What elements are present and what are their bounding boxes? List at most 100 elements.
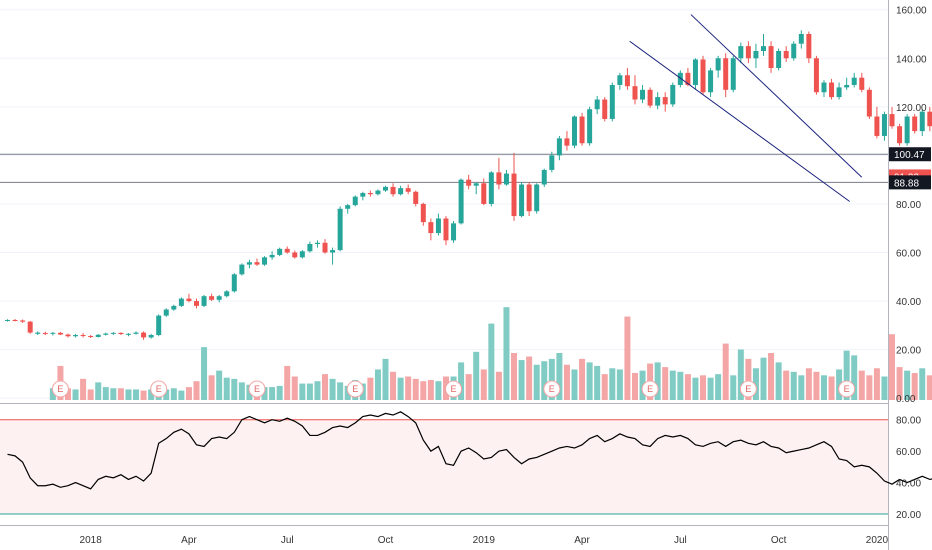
volume-bar bbox=[662, 367, 669, 400]
channel-lower-line[interactable] bbox=[629, 40, 850, 202]
earnings-marker[interactable]: E bbox=[150, 380, 168, 398]
candle-body bbox=[337, 208, 343, 251]
earnings-marker[interactable]: E bbox=[543, 380, 561, 398]
earnings-marker[interactable]: E bbox=[51, 380, 69, 398]
candle bbox=[156, 314, 162, 337]
volume-bar bbox=[284, 365, 291, 400]
candle bbox=[50, 332, 56, 336]
trend-channel[interactable] bbox=[629, 14, 863, 202]
candle-body bbox=[194, 301, 199, 306]
volume-bar bbox=[919, 368, 926, 400]
volume-bar bbox=[579, 358, 586, 400]
rsi-axis[interactable]: 80.00 60.00 40.00 20.00 bbox=[896, 416, 921, 521]
earnings-marker-label: E bbox=[451, 384, 457, 394]
earnings-marker-label: E bbox=[254, 384, 260, 394]
rsi-pane[interactable] bbox=[0, 411, 932, 515]
volume-bar bbox=[889, 334, 896, 400]
earnings-marker[interactable]: E bbox=[838, 380, 856, 398]
rsi-band bbox=[0, 419, 888, 514]
price-pane[interactable]: EEEEEEEEEE bbox=[0, 9, 932, 400]
earnings-marker[interactable]: E bbox=[346, 380, 364, 398]
candle-body bbox=[534, 184, 540, 212]
earnings-marker-circle bbox=[641, 380, 659, 398]
time-axis[interactable]: 2018 Apr Jul Oct 2019 Apr Jul Oct 2020 bbox=[80, 535, 889, 546]
volume-bar bbox=[344, 385, 351, 400]
candle-body bbox=[912, 116, 918, 132]
candle bbox=[556, 135, 562, 161]
earnings-marker-label: E bbox=[844, 384, 850, 394]
candle bbox=[80, 333, 86, 338]
candle bbox=[738, 42, 744, 64]
candle bbox=[95, 334, 101, 338]
horizontal-lines[interactable] bbox=[0, 153, 888, 183]
earnings-marker[interactable]: E bbox=[248, 380, 266, 398]
volume-bar bbox=[571, 369, 578, 400]
candle-body bbox=[110, 332, 116, 334]
candle-body bbox=[156, 315, 162, 336]
candle-body bbox=[632, 86, 638, 100]
candle-body bbox=[692, 59, 698, 85]
candle bbox=[753, 43, 759, 68]
candle bbox=[594, 95, 600, 115]
volume-bar bbox=[518, 360, 525, 400]
rsi-tick-label: 20.00 bbox=[896, 510, 921, 521]
candle bbox=[617, 72, 623, 90]
candle bbox=[655, 92, 661, 110]
candle-body bbox=[609, 84, 615, 119]
candle-body bbox=[851, 77, 857, 85]
volume-bar bbox=[435, 381, 442, 400]
candle bbox=[398, 185, 404, 196]
candle-body bbox=[269, 254, 275, 258]
volume-bar bbox=[805, 368, 812, 400]
candle-body bbox=[375, 190, 381, 195]
candle bbox=[171, 304, 177, 311]
time-tick-label: Oct bbox=[378, 535, 394, 546]
price-axis[interactable]: 160.00140.00120.00100.0080.0060.0040.002… bbox=[896, 6, 927, 405]
candle-body bbox=[428, 222, 434, 234]
candle bbox=[337, 206, 343, 252]
candle-body bbox=[496, 172, 502, 185]
earnings-markers[interactable]: EEEEEEEEEE bbox=[51, 380, 932, 398]
earnings-marker-circle bbox=[838, 380, 856, 398]
volume-bar bbox=[926, 375, 932, 400]
candle bbox=[851, 72, 857, 88]
channel-upper-line[interactable] bbox=[690, 14, 863, 178]
hline-price-tag: 100.47 bbox=[889, 147, 931, 162]
volume-bar bbox=[102, 387, 109, 400]
volume-bar bbox=[745, 358, 752, 400]
candle-body bbox=[655, 97, 661, 106]
volume-bar bbox=[851, 355, 858, 400]
candle-body bbox=[284, 248, 290, 253]
candle-body bbox=[65, 334, 71, 337]
candle-body bbox=[519, 184, 525, 217]
candle bbox=[194, 298, 199, 309]
earnings-marker[interactable]: E bbox=[641, 380, 659, 398]
candle bbox=[866, 87, 872, 119]
volume-bar bbox=[337, 382, 344, 400]
rsi-line bbox=[7, 411, 932, 490]
candle bbox=[534, 183, 540, 214]
candle-body bbox=[776, 50, 782, 68]
candle bbox=[541, 168, 547, 187]
volume-bar bbox=[306, 383, 313, 400]
earnings-marker[interactable]: E bbox=[445, 380, 463, 398]
candle-body bbox=[50, 332, 56, 334]
candle-body bbox=[420, 203, 426, 223]
earnings-marker-circle bbox=[248, 380, 266, 398]
rsi-tick-label: 40.00 bbox=[896, 479, 921, 490]
volume-bar bbox=[465, 374, 472, 400]
earnings-marker[interactable]: E bbox=[739, 380, 757, 398]
candle bbox=[209, 293, 215, 302]
volume-bar bbox=[881, 376, 888, 400]
candle bbox=[708, 67, 714, 98]
candle bbox=[246, 259, 252, 269]
candle bbox=[640, 84, 646, 104]
volume-bar bbox=[541, 361, 548, 400]
volume-bars bbox=[49, 307, 932, 400]
volume-bar bbox=[223, 377, 230, 400]
volume-bar bbox=[843, 350, 850, 400]
candle bbox=[367, 190, 373, 197]
candle bbox=[262, 256, 268, 266]
candle bbox=[466, 174, 472, 190]
